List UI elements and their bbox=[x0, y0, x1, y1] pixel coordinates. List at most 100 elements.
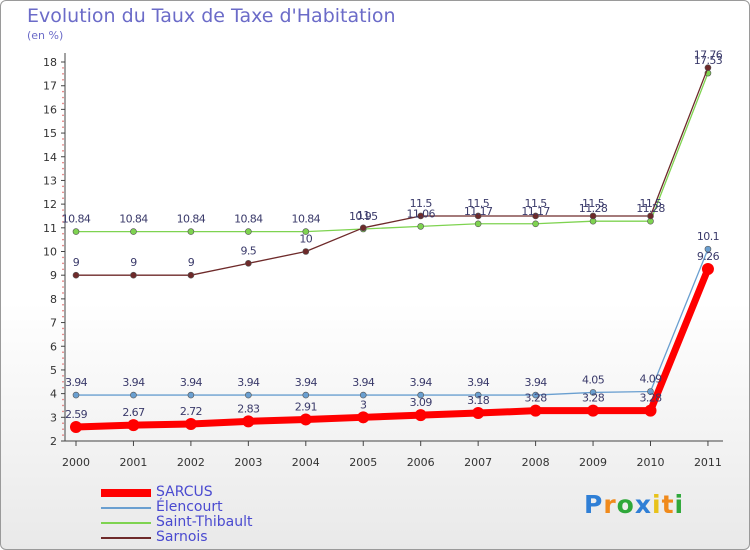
data-point-elencourt bbox=[302, 391, 310, 399]
y-tick-label: 16 bbox=[43, 103, 57, 116]
series-line-saint-thibault bbox=[75, 72, 709, 233]
logo-letter: x bbox=[634, 490, 652, 519]
y-tick-label: 13 bbox=[43, 174, 57, 187]
y-minor-tick bbox=[62, 232, 64, 235]
data-point-elencourt bbox=[245, 391, 252, 399]
chart-title: Evolution du Taux de Taxe d'Habitation bbox=[27, 5, 396, 27]
data-point-elencourt bbox=[589, 389, 597, 396]
data-label-saint-thibault: 10.84 bbox=[177, 213, 206, 226]
data-point-sarcus bbox=[242, 415, 255, 428]
y-minor-tick bbox=[62, 120, 64, 123]
data-point-sarcus bbox=[70, 421, 82, 434]
y-tick-label: 4 bbox=[50, 388, 57, 401]
data-point-saint-thibault bbox=[532, 220, 539, 228]
y-minor-tick bbox=[62, 191, 64, 194]
y-minor-tick bbox=[62, 138, 64, 140]
y-minor-tick bbox=[62, 357, 64, 359]
y-minor-tick bbox=[62, 114, 64, 117]
data-label-elencourt: 3.94 bbox=[65, 376, 88, 389]
chart-axes: 2 3 4 5 6 7 8 9 10 11 12 13 14 15 16 17 18 2000 2001 2002 20… bbox=[43, 53, 723, 469]
y-minor-tick bbox=[62, 126, 64, 128]
data-label-sarnois: 11.5 bbox=[467, 197, 490, 210]
logo-letter: r bbox=[603, 490, 617, 519]
data-point-sarcus bbox=[299, 413, 312, 426]
data-point-sarcus bbox=[414, 409, 427, 422]
y-minor-tick bbox=[62, 386, 64, 389]
y-tick-label: 15 bbox=[43, 127, 57, 140]
y-minor-tick bbox=[62, 262, 64, 265]
data-point-sarnois bbox=[72, 271, 80, 279]
data-point-sarnois bbox=[302, 248, 310, 255]
data-point-elencourt bbox=[187, 391, 195, 399]
data-point-elencourt bbox=[532, 391, 539, 399]
data-point-sarcus bbox=[184, 417, 197, 430]
y-minor-tick bbox=[62, 96, 64, 99]
x-tick-label: 2008 bbox=[522, 456, 550, 469]
data-point-elencourt bbox=[647, 388, 654, 395]
data-label-saint-thibault: 11.06 bbox=[406, 207, 435, 220]
logo-letter: i bbox=[652, 490, 662, 519]
data-label-sarcus: 3.28 bbox=[582, 392, 605, 405]
x-tick-label: 2011 bbox=[694, 456, 722, 469]
data-label-sarnois: 9 bbox=[130, 256, 137, 269]
y-minor-tick bbox=[62, 78, 64, 81]
data-label-sarnois: 17.76 bbox=[694, 49, 723, 62]
legend-label: SARCUS bbox=[156, 484, 213, 500]
data-label-sarcus: 3.28 bbox=[639, 392, 662, 405]
data-label-elencourt: 3.94 bbox=[525, 376, 548, 389]
data-label-sarcus: 2.72 bbox=[180, 405, 202, 418]
legend-label: Sarnois bbox=[156, 529, 208, 545]
y-minor-tick bbox=[62, 215, 64, 217]
data-point-sarnois bbox=[474, 212, 482, 220]
data-label-elencourt: 3.94 bbox=[410, 376, 433, 389]
data-point-sarnois bbox=[589, 212, 597, 220]
legend-label: Élencourt bbox=[156, 499, 223, 515]
data-label-elencourt: 4.09 bbox=[639, 372, 662, 385]
legend-label: Saint-Thibault bbox=[156, 514, 253, 530]
y-minor-tick bbox=[62, 428, 64, 430]
data-label-sarcus: 2.91 bbox=[295, 400, 317, 413]
y-minor-tick bbox=[62, 167, 64, 170]
y-minor-tick bbox=[62, 398, 64, 401]
y-minor-tick bbox=[62, 268, 64, 271]
data-point-saint-thibault bbox=[130, 228, 137, 235]
data-point-sarnois bbox=[187, 271, 195, 279]
data-label-elencourt: 10.1 bbox=[697, 230, 719, 243]
data-point-saint-thibault bbox=[417, 223, 425, 230]
y-minor-tick bbox=[62, 90, 64, 93]
data-label-saint-thibault: 10.84 bbox=[119, 213, 148, 226]
legend-item: Saint-Thibault bbox=[101, 514, 301, 530]
logo-letter: t bbox=[661, 490, 675, 519]
data-point-sarnois bbox=[532, 212, 539, 220]
data-label-elencourt: 4.05 bbox=[582, 373, 605, 386]
y-minor-tick bbox=[62, 434, 64, 436]
data-label-sarnois: 11.5 bbox=[639, 197, 662, 210]
data-label-saint-thibault: 17.53 bbox=[694, 54, 723, 67]
data-point-sarcus bbox=[644, 404, 657, 417]
data-label-sarnois: 9 bbox=[188, 256, 195, 269]
y-minor-tick bbox=[62, 333, 64, 336]
proxiti-logo: Proxiti bbox=[584, 490, 684, 519]
series-line-sarcus bbox=[72, 265, 712, 431]
legend-item: SARCUS bbox=[101, 484, 301, 500]
data-label-sarnois: 11 bbox=[357, 209, 370, 222]
x-tick-label: 2001 bbox=[119, 456, 147, 469]
y-minor-tick bbox=[62, 102, 64, 105]
y-minor-tick bbox=[62, 422, 64, 425]
y-minor-tick bbox=[62, 309, 64, 312]
chart-data-labels: 10.84 10.84 10.84 10.84 10.84 10.95 11.06 11.17… bbox=[62, 49, 724, 421]
data-point-sarcus bbox=[587, 404, 600, 417]
data-point-elencourt bbox=[704, 245, 712, 253]
data-label-saint-thibault: 11.17 bbox=[521, 205, 550, 218]
x-tick-label: 2009 bbox=[579, 456, 607, 469]
data-label-saint-thibault: 11.28 bbox=[636, 202, 665, 215]
legend-swatch bbox=[101, 506, 151, 509]
data-point-sarnois bbox=[245, 260, 252, 267]
data-label-elencourt: 3.94 bbox=[352, 376, 375, 389]
x-tick-label: 2004 bbox=[292, 456, 320, 469]
data-point-saint-thibault bbox=[245, 228, 252, 235]
chart-series bbox=[70, 64, 714, 434]
y-minor-tick bbox=[62, 197, 64, 200]
y-minor-tick bbox=[62, 209, 64, 211]
